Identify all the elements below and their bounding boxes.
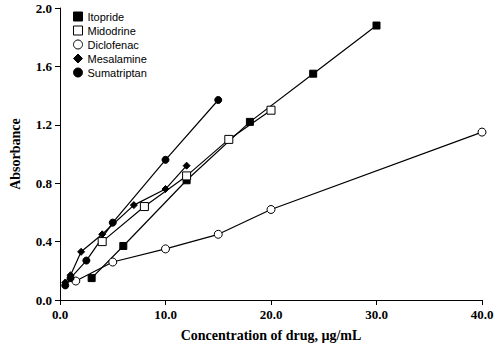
svg-text:30.0: 30.0 <box>365 307 388 322</box>
svg-text:0.0: 0.0 <box>36 293 52 308</box>
svg-text:Mesalamine: Mesalamine <box>88 53 147 65</box>
svg-text:Itopride: Itopride <box>88 11 125 23</box>
svg-text:20.0: 20.0 <box>260 307 283 322</box>
svg-text:1.2: 1.2 <box>36 117 52 132</box>
svg-text:2.0: 2.0 <box>36 1 52 16</box>
svg-text:Diclofenac: Diclofenac <box>88 39 140 51</box>
svg-text:0.8: 0.8 <box>36 176 53 191</box>
svg-text:Absorbance: Absorbance <box>8 118 23 190</box>
svg-text:Concentration of drug, µg/mL: Concentration of drug, µg/mL <box>181 328 362 343</box>
svg-text:10.0: 10.0 <box>154 307 177 322</box>
svg-text:0.4: 0.4 <box>36 234 53 249</box>
svg-text:0.0: 0.0 <box>52 307 68 322</box>
svg-text:Midodrine: Midodrine <box>88 25 136 37</box>
svg-text:40.0: 40.0 <box>471 307 494 322</box>
svg-text:Sumatriptan: Sumatriptan <box>88 67 147 79</box>
svg-text:1.6: 1.6 <box>36 59 53 74</box>
